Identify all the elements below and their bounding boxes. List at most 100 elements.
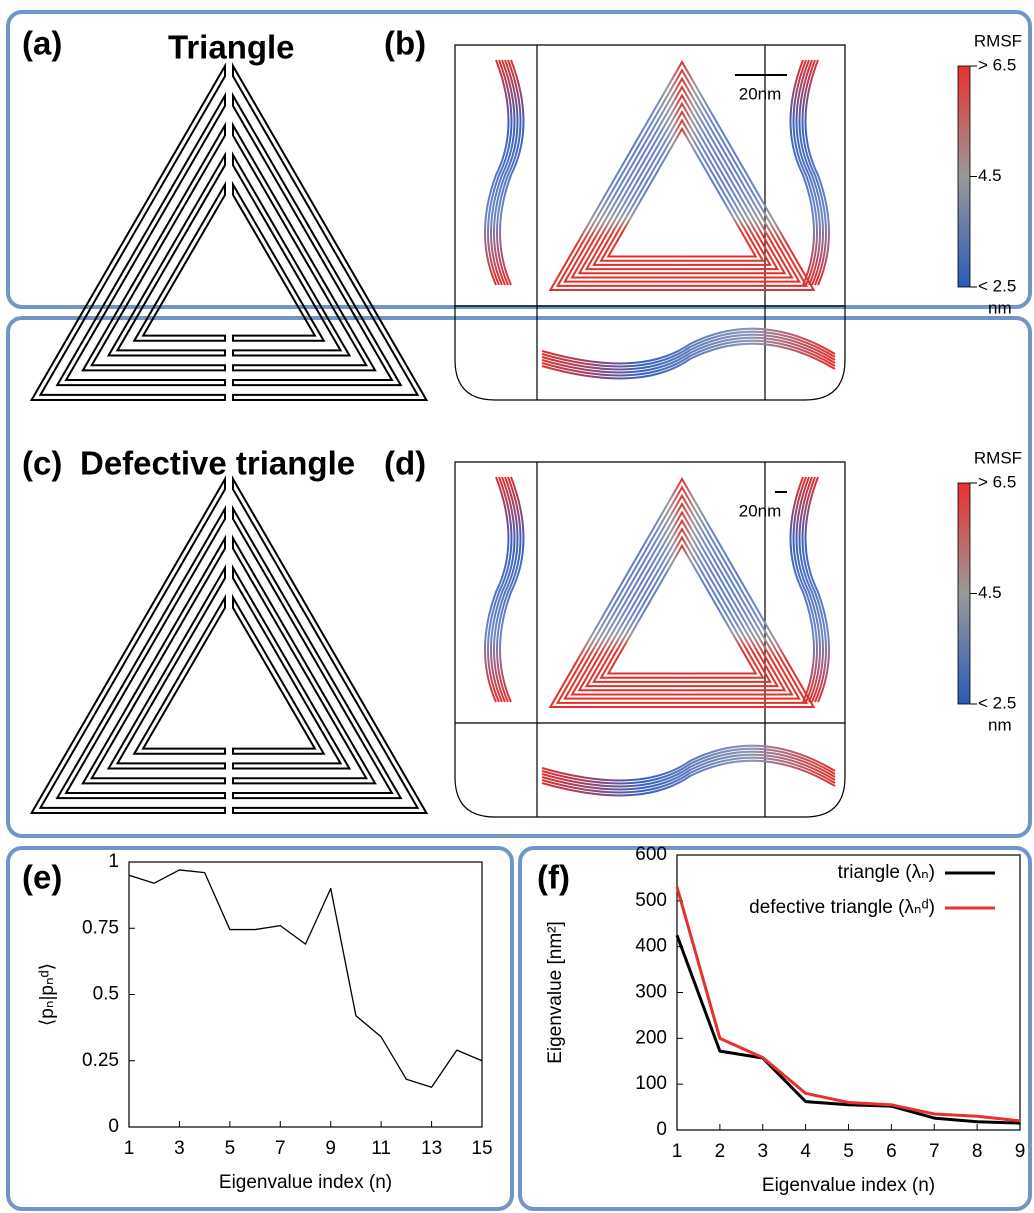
structure	[548, 476, 816, 708]
structure	[584, 518, 780, 688]
strip	[106, 564, 226, 770]
structure-side	[490, 476, 516, 703]
structure-bottom	[541, 330, 836, 368]
structure	[599, 118, 765, 262]
strip	[232, 62, 429, 401]
strip	[55, 504, 226, 800]
structure-side	[493, 59, 519, 286]
colorbar-label: < 2.5	[978, 693, 1016, 712]
strip	[29, 475, 226, 814]
structure-side	[795, 59, 821, 286]
y-tick-label: 0	[656, 1119, 667, 1140]
structure-bottom	[541, 342, 836, 380]
y-tick-label: 100	[635, 1073, 667, 1094]
x-axis-label: Eigenvalue index (n)	[762, 1175, 935, 1196]
y-tick-label: 300	[635, 982, 667, 1003]
colorbar-label: > 6.5	[978, 55, 1016, 74]
structure	[563, 76, 801, 283]
colorbar-label: 4.5	[978, 583, 1002, 602]
strip	[232, 475, 429, 814]
structure-side	[804, 59, 830, 286]
y-tick-label: 600	[635, 844, 667, 865]
legend-label: defective triangle (λₙᵈ)	[749, 897, 935, 918]
colorbar-label: < 2.5	[978, 276, 1016, 295]
colorbar-unit: nm	[988, 298, 1012, 317]
data-line	[675, 934, 1021, 1125]
strip	[232, 91, 403, 387]
panel-border	[6, 846, 514, 1211]
structure-side	[792, 59, 818, 286]
structure	[548, 59, 816, 291]
panel-label: (f)	[537, 859, 570, 896]
data-line	[675, 886, 1021, 1123]
panel-border	[6, 316, 1032, 838]
x-axis-label: Eigenvalue index (n)	[219, 1172, 392, 1193]
strip	[29, 62, 226, 401]
x-tick-label: 9	[1015, 1141, 1026, 1162]
panel-label: (b)	[384, 25, 426, 62]
structure-side	[499, 476, 525, 703]
structure-side	[789, 476, 815, 703]
strip	[232, 180, 326, 342]
structure	[584, 101, 780, 271]
structure	[570, 85, 794, 279]
strip	[232, 151, 352, 357]
structure-bottom	[541, 756, 836, 794]
strip	[232, 121, 377, 372]
structure	[606, 543, 758, 675]
structure-side	[487, 476, 513, 703]
x-tick-label: 3	[757, 1141, 768, 1162]
structure-side	[801, 476, 827, 703]
panel-title: Triangle	[168, 29, 295, 66]
strip	[132, 180, 226, 342]
panel-label: (a)	[22, 25, 62, 62]
structure-side	[798, 476, 824, 703]
structure	[599, 535, 765, 679]
panel-border	[6, 10, 1032, 309]
y-axis-label: ⟨pₙ|pₙᵈ⟩	[37, 963, 58, 1026]
x-tick-label: 3	[174, 1138, 185, 1159]
structure-side	[804, 476, 830, 703]
x-tick-label: 5	[843, 1141, 854, 1162]
y-tick-label: 0.5	[93, 984, 119, 1005]
x-tick-label: 8	[972, 1141, 983, 1162]
scale-bar-label: 20nm	[739, 84, 782, 103]
panel-label: (e)	[22, 859, 62, 896]
y-tick-label: 1	[108, 851, 119, 872]
structure-side	[798, 59, 824, 286]
structure-side	[484, 59, 510, 286]
colorbar-unit: nm	[988, 715, 1012, 734]
y-tick-label: 400	[635, 936, 667, 957]
structure-side	[795, 476, 821, 703]
structure-bottom	[541, 339, 836, 377]
plot-frame	[128, 861, 483, 1128]
x-tick-label: 2	[715, 1141, 726, 1162]
x-tick-label: 4	[800, 1141, 811, 1162]
structure-bottom	[541, 327, 836, 365]
colorbar	[957, 482, 971, 705]
structure-bottom	[541, 333, 836, 371]
y-tick-label: 0.75	[82, 917, 119, 938]
strip	[132, 593, 226, 755]
structure-side	[801, 59, 827, 286]
strip	[55, 91, 226, 387]
strip	[81, 121, 226, 372]
structure	[570, 502, 794, 696]
legend-label: triangle (λₙ)	[838, 862, 935, 883]
strip	[232, 593, 326, 755]
structure-side	[789, 59, 815, 286]
structure-side	[484, 476, 510, 703]
panel-title: Defective triangle	[80, 445, 355, 482]
colorbar-title: RMSF	[974, 31, 1022, 50]
structure-bottom	[541, 336, 836, 374]
strip	[81, 534, 226, 785]
structure-bottom	[541, 750, 836, 788]
colorbar-label: > 6.5	[978, 472, 1016, 491]
x-tick-label: 1	[124, 1138, 135, 1159]
colorbar-title: RMSF	[974, 448, 1022, 467]
structure-bottom	[541, 753, 836, 791]
structure-bottom	[541, 759, 836, 797]
structure-side	[493, 476, 519, 703]
y-tick-label: 200	[635, 1027, 667, 1048]
